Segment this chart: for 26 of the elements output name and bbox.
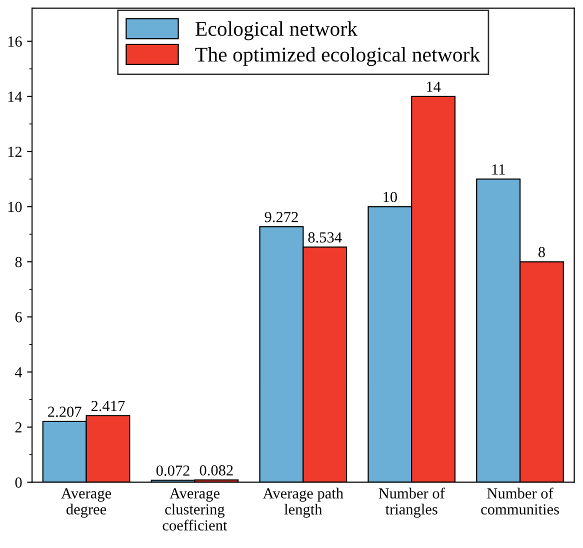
data-label: 8.534 (308, 232, 342, 243)
y-tick-label: 6 (15, 312, 22, 322)
x-tick-label: Average clustering coefficient (162, 488, 228, 531)
x-tick-label: Number of triangles (378, 488, 445, 518)
data-label: 14 (426, 82, 441, 92)
y-tick-label: 16 (8, 36, 22, 47)
data-label: 11 (492, 164, 505, 174)
y-tick-label: 0 (15, 477, 22, 488)
x-tick-label: Average degree (61, 488, 112, 518)
legend-label: The optimized ecological network (195, 47, 480, 66)
y-tick-label: 10 (8, 202, 22, 212)
data-label: 8 (538, 246, 545, 258)
y-tick-label: 8 (15, 256, 22, 268)
data-label: 2.207 (48, 406, 82, 417)
data-label: 2.417 (91, 400, 125, 412)
data-label: 0.082 (200, 465, 233, 476)
y-tick-label: 2 (15, 422, 22, 432)
data-label: 10 (384, 192, 397, 202)
x-tick-label: Average path length (262, 488, 344, 518)
y-tick-label: 4 (15, 367, 22, 378)
x-tick-label: Number of communities (481, 488, 559, 515)
data-label: 0.072 (156, 465, 190, 476)
legend-label: Ecological network (196, 21, 358, 40)
data-label: 9.272 (264, 212, 298, 222)
y-tick-label: 14 (8, 92, 22, 102)
y-tick-label: 12 (8, 146, 22, 157)
